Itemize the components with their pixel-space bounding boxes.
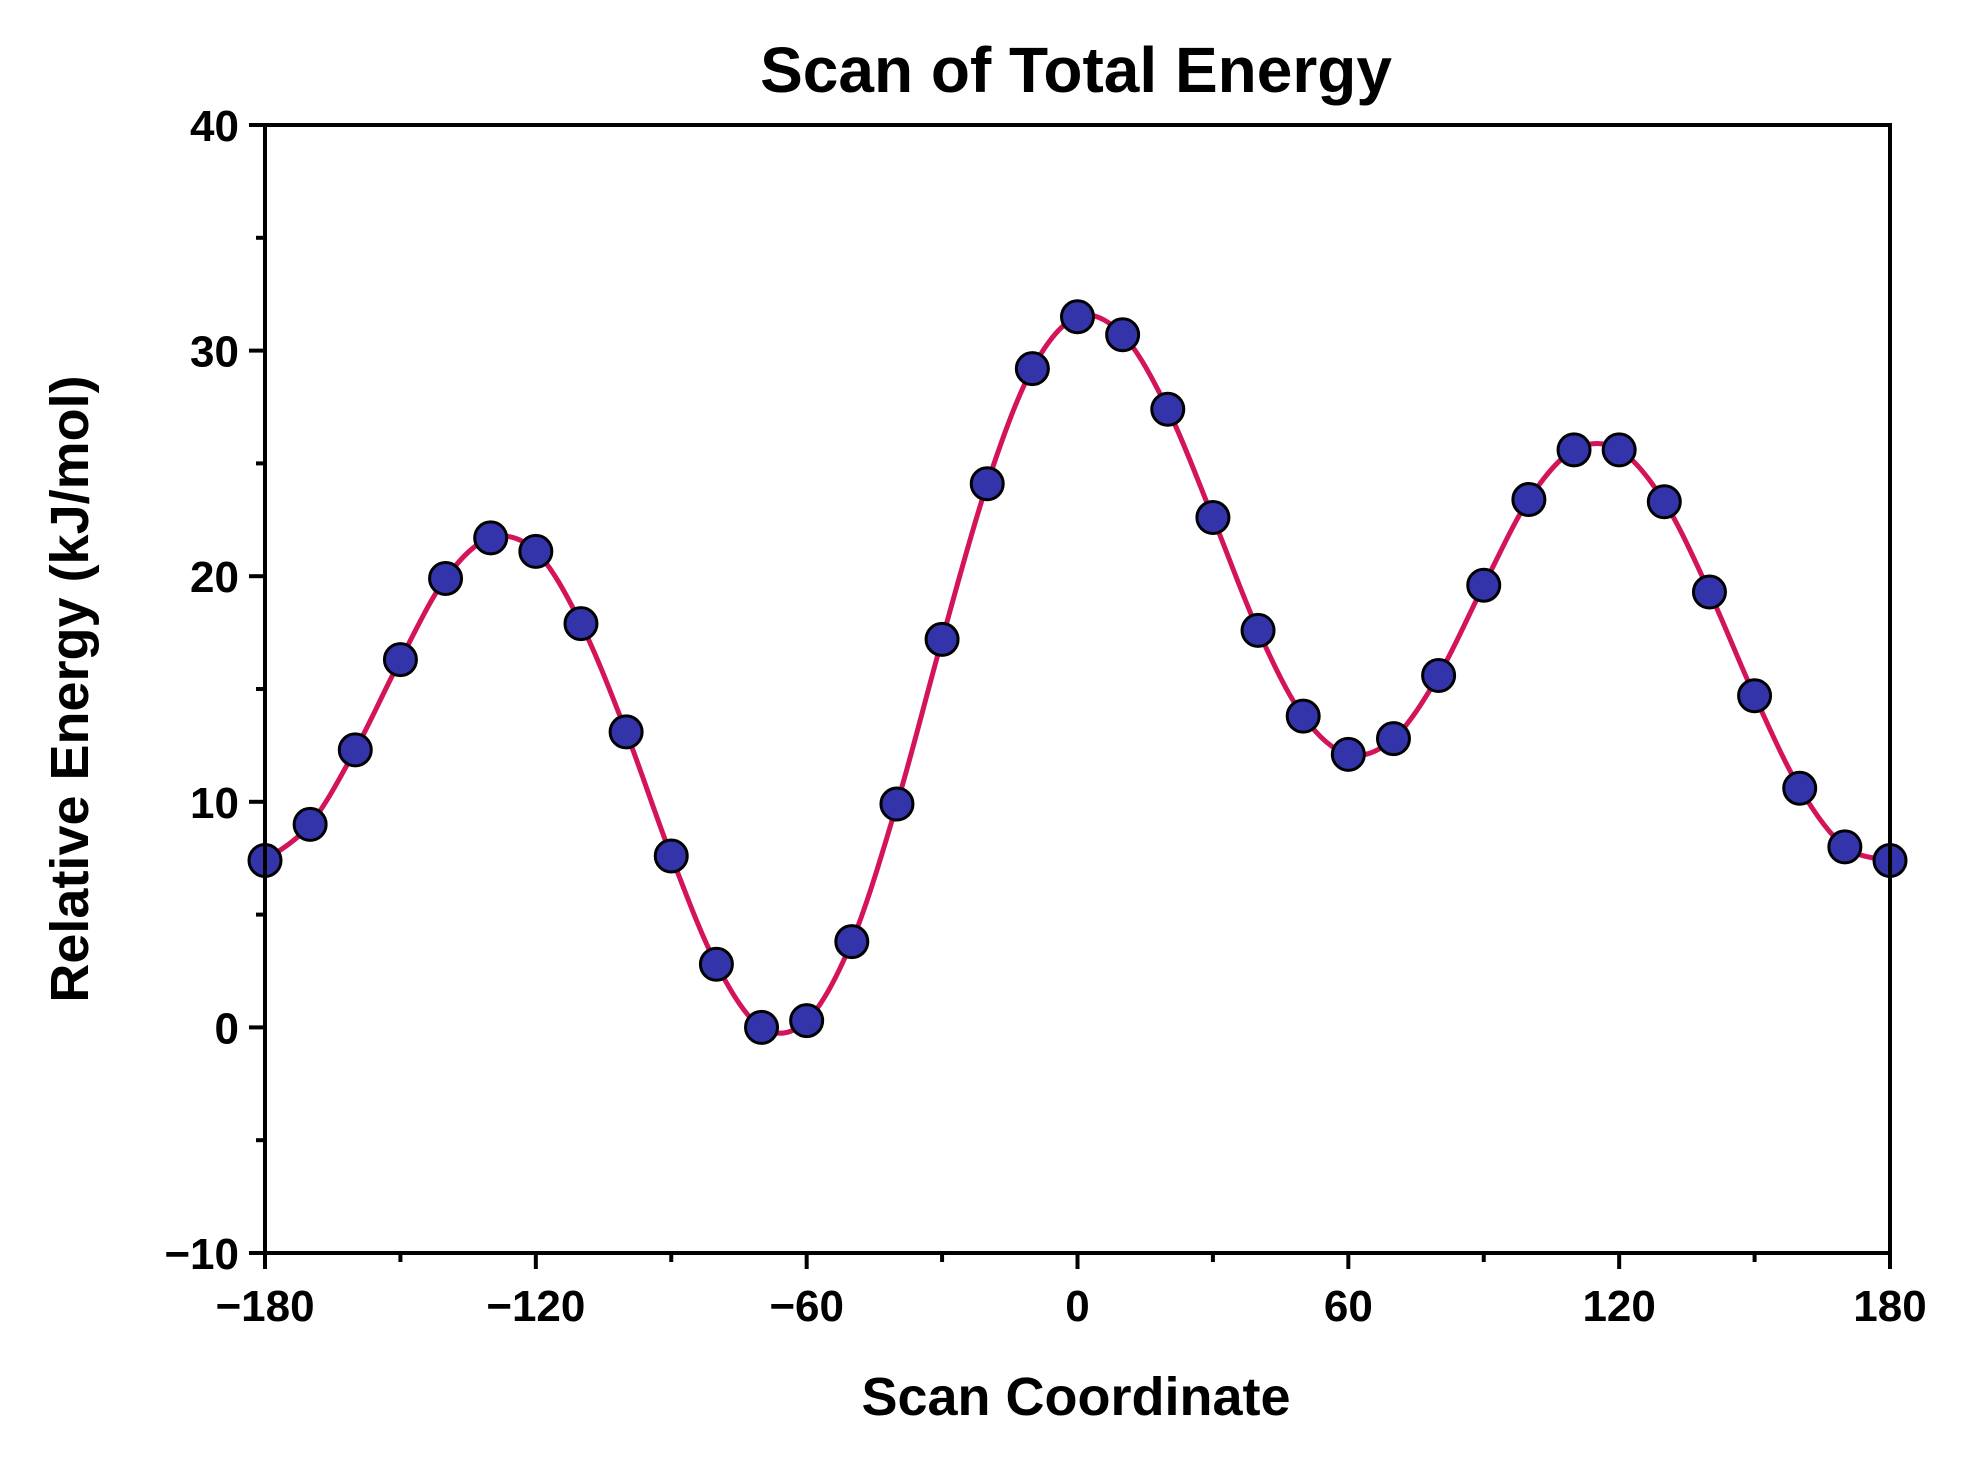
y-tick-label: 30 [190, 328, 239, 377]
data-point [1737, 678, 1773, 714]
data-point [1827, 829, 1863, 865]
data-point [1421, 657, 1457, 693]
data-point [1646, 484, 1682, 520]
x-axis-ticks: −180 −120 −60 0 60 120 180 [215, 1253, 1927, 1331]
fitted-curve-group [263, 312, 1891, 1036]
data-point [1466, 567, 1502, 603]
data-point [1060, 299, 1095, 335]
data-point [653, 838, 689, 874]
data-points-group [247, 299, 1908, 1045]
energy-curve-line [263, 312, 1891, 1036]
data-point [879, 786, 915, 822]
data-point [473, 520, 509, 556]
data-point [1240, 612, 1276, 648]
data-point [337, 732, 373, 768]
data-point [969, 466, 1005, 502]
y-tick-label: 10 [190, 779, 239, 828]
data-point [1556, 432, 1592, 468]
data-point [1375, 721, 1411, 757]
data-point [1330, 736, 1366, 772]
y-tick-label: 0 [215, 1004, 239, 1053]
data-point [608, 714, 644, 750]
data-point [563, 606, 599, 642]
y-tick-label: 40 [190, 102, 239, 151]
data-point [698, 946, 734, 982]
x-tick-label: −60 [769, 1282, 844, 1331]
x-tick-label: −180 [215, 1282, 314, 1331]
y-tick-label: −10 [164, 1230, 239, 1279]
data-point [1285, 698, 1321, 734]
y-axis-ticks: −10 0 10 20 30 40 [164, 102, 265, 1279]
plot-frame [263, 123, 1892, 1255]
data-point [1105, 317, 1141, 353]
data-point [924, 621, 960, 657]
x-tick-label: −120 [486, 1282, 585, 1331]
data-point [1691, 574, 1727, 610]
data-point [1014, 351, 1050, 387]
data-point [1601, 432, 1637, 468]
data-point [1511, 481, 1547, 517]
data-point [834, 924, 870, 960]
data-point [292, 806, 328, 842]
data-point [518, 533, 554, 569]
data-point [1195, 500, 1231, 536]
x-axis-label: Scan Coordinate [861, 1367, 1290, 1427]
data-point [744, 1009, 780, 1045]
data-point [1150, 391, 1186, 427]
x-tick-label: 180 [1853, 1282, 1926, 1331]
data-point [1782, 770, 1818, 806]
x-tick-label: 0 [1065, 1282, 1089, 1331]
data-point [789, 1003, 825, 1039]
x-tick-label: 60 [1324, 1282, 1373, 1331]
y-tick-label: 20 [190, 553, 239, 602]
chart-title: Scan of Total Energy [760, 34, 1392, 106]
data-point [382, 642, 418, 678]
x-tick-label: 120 [1582, 1282, 1655, 1331]
data-point [428, 560, 464, 596]
y-axis-label: Relative Energy (kJ/mol) [40, 375, 100, 1002]
